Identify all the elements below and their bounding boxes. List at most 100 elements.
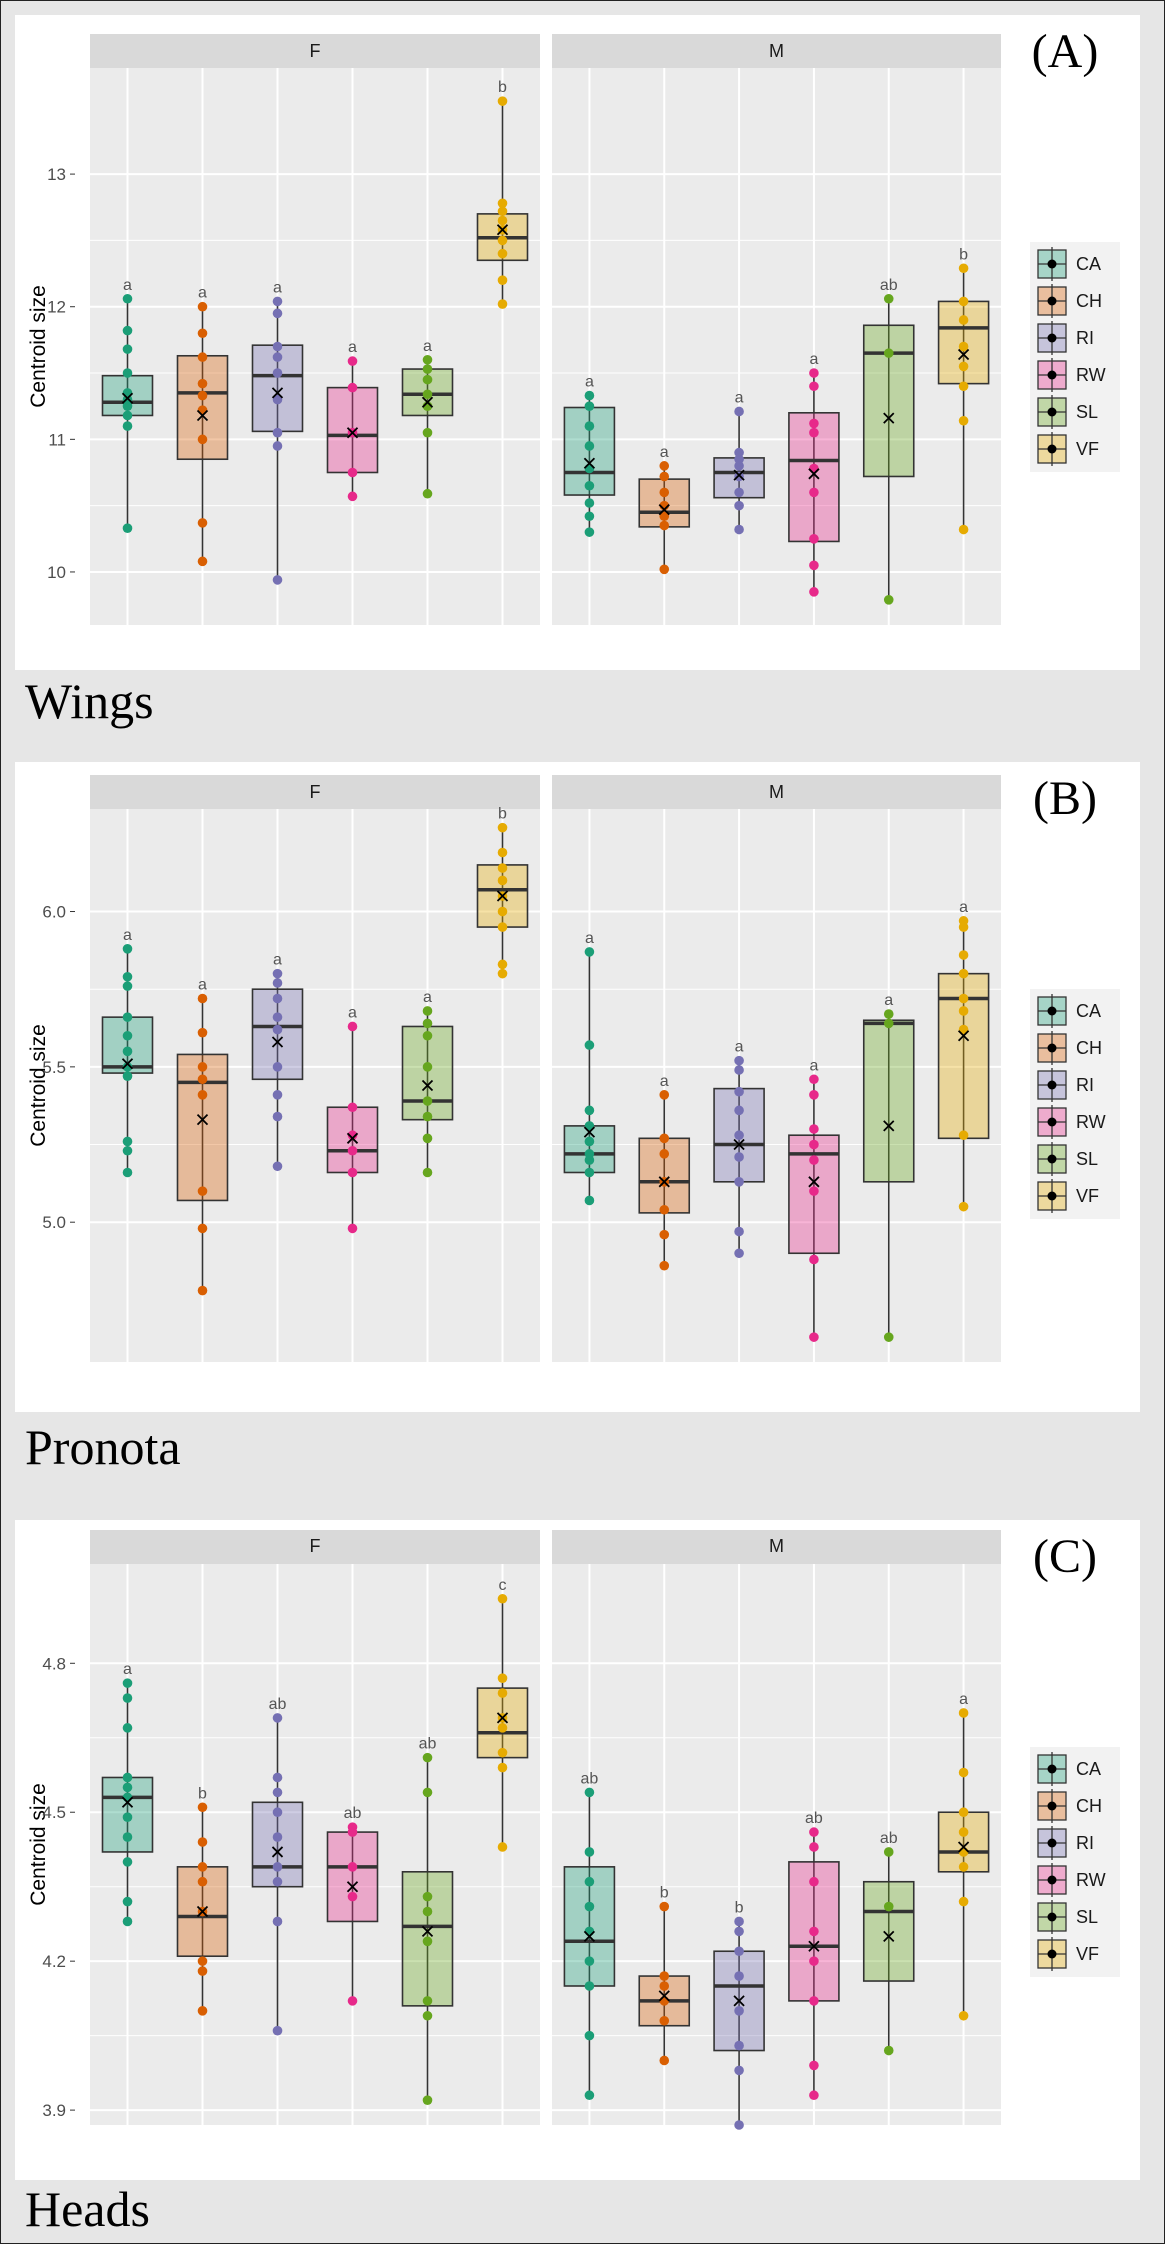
data-point-RW xyxy=(347,467,358,478)
data-point-RI xyxy=(272,1916,283,1927)
mean-marker-CH xyxy=(658,503,670,516)
box-RW xyxy=(326,1831,379,1923)
data-point-RI xyxy=(734,454,744,465)
legend-label-CH: CH xyxy=(1076,1038,1102,1058)
data-point-CH xyxy=(197,1223,208,1234)
data-point-CA xyxy=(122,1145,133,1156)
significance-letter-VF: b xyxy=(498,79,507,96)
box-CA xyxy=(563,1866,616,1987)
data-point-CA xyxy=(122,293,133,304)
mean-marker-RI xyxy=(733,1995,745,2007)
data-point-RI xyxy=(272,427,283,438)
significance-letter-CA: a xyxy=(585,930,594,947)
data-point-RW xyxy=(809,1332,819,1342)
significance-letter-RW: a xyxy=(809,351,818,368)
data-point-CA xyxy=(122,1792,133,1803)
data-point-RI xyxy=(272,308,283,319)
data-point-CA xyxy=(122,394,133,405)
significance-letter-RI: a xyxy=(273,279,282,296)
data-point-CA xyxy=(122,1062,133,1072)
y-tick-label: 10 xyxy=(47,563,66,582)
mean-marker-VF xyxy=(957,348,970,361)
box-VF xyxy=(937,1811,990,1873)
legend-label-RI: RI xyxy=(1076,328,1094,348)
panel-letter: (C) xyxy=(1033,1530,1097,1583)
panel-letter: (A) xyxy=(1032,25,1099,78)
data-point-CH xyxy=(659,1981,670,1991)
data-point-CH xyxy=(197,1027,208,1038)
data-point-VF xyxy=(958,1130,969,1141)
data-point-CA xyxy=(122,1896,133,1907)
data-point-CH xyxy=(197,301,208,312)
data-point-VF xyxy=(958,361,969,372)
data-point-CA xyxy=(122,1693,133,1703)
data-point-SL xyxy=(422,374,433,385)
data-point-CA xyxy=(122,1857,133,1867)
section-title-wings: Wings xyxy=(25,673,154,729)
significance-letter-RI: a xyxy=(735,1039,744,1056)
data-point-VF xyxy=(497,198,508,209)
data-point-RI xyxy=(272,575,283,585)
data-point-RI xyxy=(734,1226,744,1237)
data-point-VF xyxy=(497,1747,508,1758)
data-point-RI xyxy=(734,1130,744,1141)
legend-label-RW: RW xyxy=(1076,1870,1106,1890)
data-point-CA xyxy=(122,1772,133,1783)
data-point-CA xyxy=(584,1787,595,1798)
data-point-CA xyxy=(584,1195,595,1206)
plot-background-F xyxy=(90,1564,540,2125)
data-point-SL xyxy=(422,1111,433,1122)
data-point-CH xyxy=(659,1229,670,1240)
data-point-SL xyxy=(422,1006,433,1016)
data-point-VF xyxy=(958,1767,969,1778)
data-point-CH xyxy=(197,1876,208,1887)
data-point-CH xyxy=(197,1090,208,1100)
mean-marker-RI xyxy=(733,1138,745,1151)
data-point-CH xyxy=(197,1802,208,1813)
legend-label-SL: SL xyxy=(1076,1907,1098,1927)
data-point-RI xyxy=(734,1946,744,1957)
data-point-SL xyxy=(422,427,433,438)
data-point-VF xyxy=(497,1842,508,1852)
data-point-CA xyxy=(584,947,595,957)
data-point-VF xyxy=(958,315,969,325)
data-point-RW xyxy=(347,491,358,502)
data-point-VF xyxy=(958,1024,969,1035)
data-point-SL xyxy=(422,1018,433,1029)
data-point-CH xyxy=(197,1285,208,1296)
data-point-RW xyxy=(809,418,819,429)
data-point-RI xyxy=(272,978,283,988)
box-VF xyxy=(476,1687,529,1759)
data-point-CH xyxy=(659,1133,670,1144)
data-point-RI xyxy=(272,1090,283,1100)
data-point-VF xyxy=(497,96,508,106)
data-point-CH xyxy=(197,352,208,362)
legend-background xyxy=(1030,989,1120,1219)
data-point-CH xyxy=(197,1186,208,1196)
data-point-VF xyxy=(958,263,969,274)
data-point-CA xyxy=(122,1916,133,1927)
y-tick-label: 3.9 xyxy=(42,2101,66,2120)
data-point-SL xyxy=(422,389,433,400)
significance-letter-RI: ab xyxy=(269,1696,287,1713)
mean-marker-CA xyxy=(121,1058,134,1070)
data-point-CH xyxy=(659,1090,670,1100)
data-point-CA xyxy=(584,1149,595,1159)
mean-marker-VF xyxy=(496,890,509,902)
data-point-VF xyxy=(958,1827,969,1837)
data-point-SL xyxy=(422,488,433,499)
data-point-CH xyxy=(659,1204,670,1215)
box-SL xyxy=(862,1880,915,1982)
significance-letter-RW: ab xyxy=(344,1805,362,1822)
legend-key-dot xyxy=(1047,296,1057,306)
data-point-VF xyxy=(497,968,508,979)
data-point-SL xyxy=(883,595,894,605)
data-point-CA xyxy=(584,441,595,451)
data-point-VF xyxy=(497,922,508,932)
data-point-CH xyxy=(659,564,670,575)
y-tick-label: 4.5 xyxy=(42,1803,66,1822)
data-point-VF xyxy=(958,415,969,426)
data-point-RI xyxy=(734,2006,744,2016)
data-point-RW xyxy=(347,382,358,393)
data-point-RI xyxy=(272,1876,283,1887)
